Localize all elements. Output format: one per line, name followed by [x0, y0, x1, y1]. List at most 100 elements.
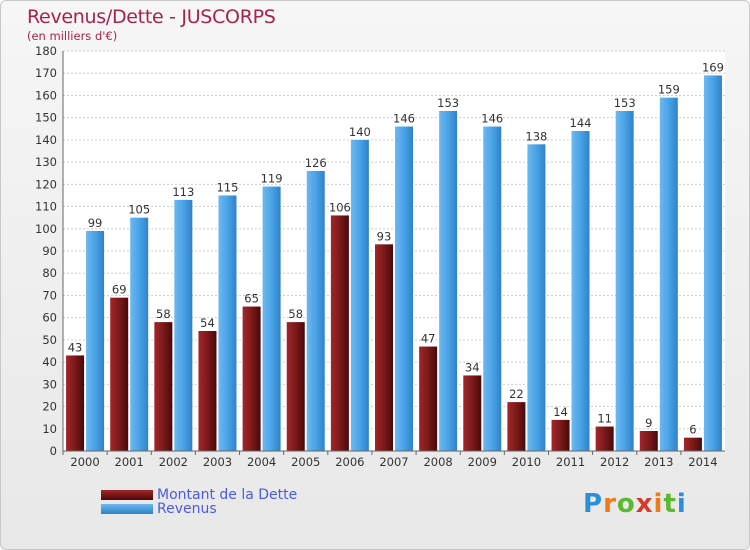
data-label-revenus: 99 — [88, 216, 103, 230]
bar-revenus — [483, 126, 502, 452]
x-tick-label: 2009 — [468, 455, 497, 469]
data-label-dette: 65 — [244, 292, 259, 306]
legend-swatch-dette — [101, 490, 153, 500]
data-label-revenus: 105 — [128, 203, 150, 217]
bar-revenus — [174, 199, 193, 451]
bar-dette — [419, 346, 438, 451]
bar-revenus — [527, 144, 546, 452]
data-label-dette: 58 — [156, 307, 171, 321]
y-tick-label: 140 — [35, 133, 57, 147]
x-tick-label: 2008 — [423, 455, 452, 469]
y-tick-label: 20 — [42, 400, 57, 414]
legend-swatch-revenus — [101, 504, 153, 514]
data-label-revenus: 119 — [261, 172, 283, 186]
chart-subtitle: (en milliers d'€) — [27, 29, 118, 43]
y-tick-label: 10 — [42, 422, 57, 436]
y-tick-label: 180 — [35, 44, 57, 58]
y-tick-label: 40 — [42, 355, 57, 369]
bar-dette — [375, 244, 393, 451]
x-tick-label: 2013 — [644, 455, 673, 469]
bar-dette — [551, 419, 570, 451]
data-label-revenus: 169 — [702, 60, 724, 74]
bar-dette — [330, 215, 349, 451]
bar-revenus — [659, 97, 678, 452]
data-label-dette: 58 — [288, 307, 303, 321]
chart-title: Revenus/Dette - JUSCORPS — [27, 6, 276, 28]
bar-revenus — [306, 171, 325, 451]
y-tick-label: 90 — [42, 244, 57, 258]
data-label-dette: 93 — [377, 229, 392, 243]
bar-revenus — [86, 231, 105, 451]
data-label-revenus: 140 — [349, 125, 371, 139]
data-label-dette: 47 — [421, 332, 436, 346]
bar-dette — [110, 297, 129, 451]
y-tick-label: 70 — [42, 288, 57, 302]
data-label-revenus: 146 — [481, 112, 503, 126]
data-label-dette: 9 — [645, 416, 652, 430]
y-tick-label: 30 — [42, 377, 57, 391]
x-tick-label: 2010 — [512, 455, 541, 469]
x-tick-label: 2002 — [159, 455, 188, 469]
y-tick-label: 150 — [35, 111, 57, 125]
bar-revenus — [218, 195, 237, 451]
y-tick-label: 130 — [35, 155, 57, 169]
x-tick-label: 2001 — [115, 455, 144, 469]
y-tick-label: 80 — [42, 266, 57, 280]
x-tick-label: 2011 — [556, 455, 585, 469]
data-label-dette: 6 — [689, 423, 696, 437]
data-label-dette: 14 — [553, 405, 568, 419]
y-tick-label: 170 — [35, 66, 57, 80]
y-tick-label: 160 — [35, 88, 57, 102]
x-tick-label: 2004 — [247, 455, 276, 469]
data-label-dette: 11 — [597, 412, 612, 426]
data-label-revenus: 144 — [570, 116, 592, 130]
data-label-dette: 22 — [509, 387, 524, 401]
x-tick-label: 2012 — [600, 455, 629, 469]
bar-dette — [154, 322, 173, 451]
data-label-revenus: 126 — [305, 156, 327, 170]
bar-dette — [639, 431, 658, 451]
data-label-dette: 43 — [68, 340, 83, 354]
legend-label-dette: Montant de la Dette — [157, 487, 298, 503]
bar-revenus — [350, 139, 369, 451]
x-tick-label: 2006 — [335, 455, 364, 469]
data-label-dette: 69 — [112, 283, 127, 297]
bar-dette — [66, 355, 85, 451]
data-label-revenus: 113 — [172, 185, 194, 199]
bar-dette — [595, 426, 614, 451]
bar-dette — [463, 375, 482, 451]
bar-dette — [507, 402, 526, 451]
y-tick-label: 110 — [35, 200, 57, 214]
x-tick-label: 2003 — [203, 455, 232, 469]
bar-dette — [198, 331, 217, 451]
data-label-revenus: 153 — [614, 96, 636, 110]
data-label-revenus: 115 — [216, 180, 238, 194]
y-tick-label: 60 — [42, 311, 57, 325]
y-tick-label: 50 — [42, 333, 57, 347]
data-label-revenus: 146 — [393, 112, 415, 126]
data-label-revenus: 159 — [658, 83, 680, 97]
bar-revenus — [130, 217, 149, 451]
proxiti-logo: Proxiti — [583, 489, 687, 519]
data-label-revenus: 138 — [525, 129, 547, 143]
bar-revenus — [571, 131, 590, 451]
bar-dette — [286, 322, 305, 451]
y-tick-label: 120 — [35, 177, 57, 191]
bar-revenus — [703, 75, 722, 451]
y-tick-label: 0 — [50, 444, 57, 458]
bar-revenus — [439, 111, 458, 451]
data-label-dette: 34 — [465, 360, 480, 374]
legend-item-revenus: Revenus — [101, 501, 401, 517]
x-tick-label: 2005 — [291, 455, 320, 469]
data-label-revenus: 153 — [437, 96, 459, 110]
bar-revenus — [615, 111, 634, 451]
legend-label-revenus: Revenus — [157, 501, 217, 517]
y-tick-label: 100 — [35, 222, 57, 236]
x-tick-label: 2007 — [379, 455, 408, 469]
bar-revenus — [395, 126, 413, 452]
x-tick-label: 2000 — [70, 455, 99, 469]
plot-area — [63, 51, 725, 451]
x-tick-label: 2014 — [688, 455, 717, 469]
legend-item-dette: Montant de la Dette — [101, 487, 401, 503]
